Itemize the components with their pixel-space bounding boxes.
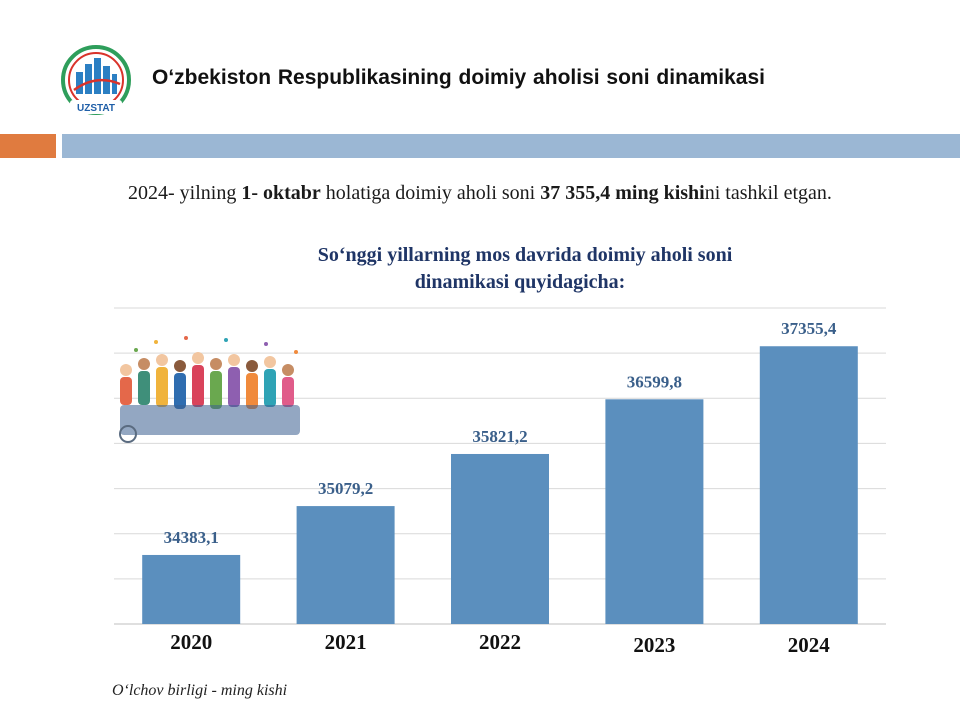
category-label-2020: 2020 — [170, 630, 212, 654]
value-label-2021: 35079,2 — [318, 479, 373, 498]
category-label-2024: 2024 — [788, 633, 831, 657]
bar-2021 — [296, 506, 395, 624]
uzstat-logo: UZSTAT — [61, 45, 131, 115]
intro-text-1: 2024- yilning — [128, 182, 242, 204]
crowd-illustration — [119, 336, 300, 443]
accent-bar-blue — [62, 134, 960, 158]
chart-title: So‘nggi yillarning mos davrida doimiy ah… — [160, 242, 880, 296]
accent-bar-orange — [0, 134, 56, 158]
bar-2022 — [451, 453, 549, 624]
value-label-2022: 35821,2 — [472, 427, 527, 446]
intro-text-2: holatiga doimiy aholi soni — [320, 182, 541, 204]
category-label-2023: 2023 — [633, 633, 675, 657]
intro-text-3: ni tashkil etgan. — [704, 182, 832, 204]
category-label-2021: 2021 — [325, 630, 367, 654]
category-label-2022: 2022 — [479, 630, 521, 654]
value-label-2023: 36599,8 — [627, 372, 682, 391]
bar-2023 — [605, 399, 704, 624]
chart-title-line2: dinamikasi quyidagicha: — [414, 271, 626, 293]
bar-2020 — [142, 554, 241, 624]
logo-text: UZSTAT — [77, 103, 115, 114]
value-label-2024: 37355,4 — [781, 319, 837, 338]
chart-title-line1: So‘nggi yillarning mos davrida doimiy ah… — [317, 244, 733, 266]
slide-title: O‘zbekiston Respublikasining doimiy ahol… — [152, 66, 765, 89]
intro-paragraph: 2024- yilning 1- oktabr holatiga doimiy … — [116, 180, 874, 207]
value-label-2020: 34383,1 — [164, 528, 219, 547]
bar-2024 — [759, 346, 858, 624]
intro-date: 1- oktabr — [241, 182, 321, 204]
unit-footnote: O‘lchov birligi - ming kishi — [112, 682, 288, 699]
intro-population: 37 355,4 ming kishi — [540, 182, 705, 204]
